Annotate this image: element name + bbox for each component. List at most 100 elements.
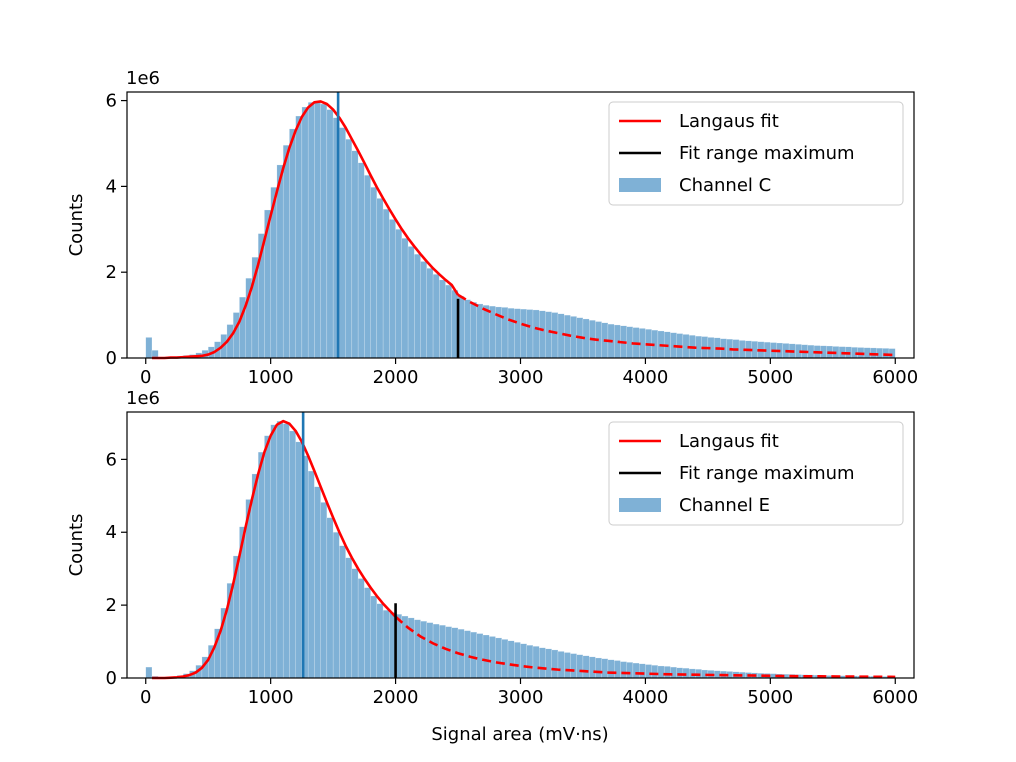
x-tick-label: 4000	[623, 367, 669, 388]
histogram-bar	[326, 109, 334, 359]
histogram-bar	[470, 302, 477, 359]
histogram-bar	[439, 279, 446, 359]
histogram-bar	[326, 517, 334, 679]
histogram-bar	[445, 284, 452, 359]
legend-patch-swatch	[619, 498, 661, 512]
x-tick-label: 4000	[623, 687, 669, 708]
x-tick-label: 5000	[747, 367, 793, 388]
histogram-bar	[407, 246, 415, 359]
histogram-bar	[339, 127, 346, 359]
langaus-fit-extrapolation-line	[394, 615, 896, 679]
histogram-bar	[532, 646, 540, 679]
histogram-bar	[389, 219, 396, 359]
histogram-bar	[507, 640, 515, 679]
histogram-bar	[539, 647, 546, 679]
langaus-fit-line	[151, 100, 460, 360]
x-tick-label: 6000	[872, 687, 918, 708]
legend-item: Channel E	[619, 495, 770, 516]
histogram-bar	[382, 610, 390, 679]
histogram-bar	[364, 175, 371, 359]
legend-label: Fit range maximum	[679, 463, 855, 484]
y-tick-label: 6	[106, 91, 117, 112]
y-axis-offset-label: 1e6	[126, 388, 160, 409]
histogram-bar	[482, 634, 490, 679]
legend-label: Langaus fit	[679, 111, 779, 132]
histogram-bar	[545, 648, 552, 679]
histogram-bar	[301, 106, 309, 359]
histogram-bar	[270, 424, 278, 679]
histogram-bar	[464, 299, 471, 359]
histogram-bar	[863, 347, 871, 359]
histogram-bar	[626, 662, 634, 679]
histogram-bar	[545, 311, 552, 359]
histogram-bar	[432, 274, 440, 359]
histogram-bar	[501, 307, 509, 359]
langaus-fit-line	[151, 419, 397, 680]
histogram-bar	[539, 310, 546, 359]
histogram-bar	[420, 620, 427, 679]
x-axis-label: Signal area (mV·ns)	[431, 724, 608, 745]
histogram-bar	[426, 622, 434, 679]
x-tick-label: 0	[140, 687, 151, 708]
histogram-bar	[564, 652, 571, 679]
y-axis-label: Counts	[66, 514, 87, 577]
histogram-bar	[370, 187, 378, 359]
histogram-bar	[432, 623, 440, 679]
histogram-bar	[264, 435, 271, 679]
histogram-bar	[314, 486, 321, 679]
histogram-bar	[476, 303, 484, 359]
histogram-bar	[357, 162, 365, 359]
legend: Langaus fit Fit range maximum Channel E	[608, 421, 904, 526]
histogram-bar	[339, 545, 346, 679]
panel-top-channel-c: 0 1000 2000 3000 4000 5000 6000 0 2 4 6 Counts 1e6 La…	[66, 68, 918, 388]
histogram-bar	[751, 341, 759, 359]
histogram-bar	[345, 557, 353, 679]
histogram-bar	[582, 655, 590, 679]
histogram-bar	[464, 630, 471, 679]
histogram-bar	[882, 348, 890, 359]
histogram-bar	[676, 667, 684, 679]
histogram-bar	[638, 663, 646, 679]
histogram-bar	[570, 653, 577, 679]
y-tick-label: 0	[106, 668, 117, 689]
histogram-bar	[620, 661, 627, 679]
histogram-bar	[445, 626, 452, 679]
legend: Langaus fit Fit range maximum Channel C	[608, 101, 904, 206]
legend-box	[608, 421, 904, 526]
histogram-bar	[476, 633, 484, 679]
y-tick-label: 2	[106, 262, 117, 283]
histogram-bar	[282, 423, 290, 679]
histogram-bar	[376, 603, 384, 679]
histogram-bar	[145, 666, 153, 679]
histogram-bar	[414, 253, 421, 359]
histogram-bar	[376, 198, 384, 359]
histogram-bar	[682, 667, 690, 679]
y-tick-label: 4	[106, 522, 117, 543]
x-tick-label: 1000	[248, 687, 294, 708]
x-tick-label: 2000	[373, 367, 419, 388]
y-tick-label: 2	[106, 595, 117, 616]
histogram-bar	[526, 645, 534, 679]
panel-bottom-channel-e: 0 1000 2000 3000 4000 5000 6000 0 2 4 6 Counts 1e6 La…	[66, 388, 918, 708]
legend-label: Langaus fit	[679, 431, 779, 452]
histogram-bar	[307, 102, 315, 359]
legend-item: Fit range maximum	[619, 463, 855, 484]
histogram-bar	[807, 344, 815, 359]
histogram-bar	[888, 348, 896, 359]
x-tick-label: 5000	[747, 687, 793, 708]
histogram-bar	[370, 595, 378, 679]
histogram-bar	[295, 441, 303, 679]
histogram-bar	[607, 659, 615, 679]
histogram-bar	[595, 657, 602, 679]
x-tick-label: 2000	[373, 687, 419, 708]
histogram-bar	[614, 660, 621, 679]
legend-item: Fit range maximum	[619, 143, 855, 164]
histogram-bar	[395, 229, 403, 359]
histogram-bar	[557, 313, 565, 359]
x-tick-label: 3000	[498, 367, 544, 388]
histogram-bar	[320, 103, 328, 359]
histogram-bar	[276, 164, 284, 359]
histogram-bar	[295, 115, 303, 359]
x-tick-label: 1000	[248, 367, 294, 388]
